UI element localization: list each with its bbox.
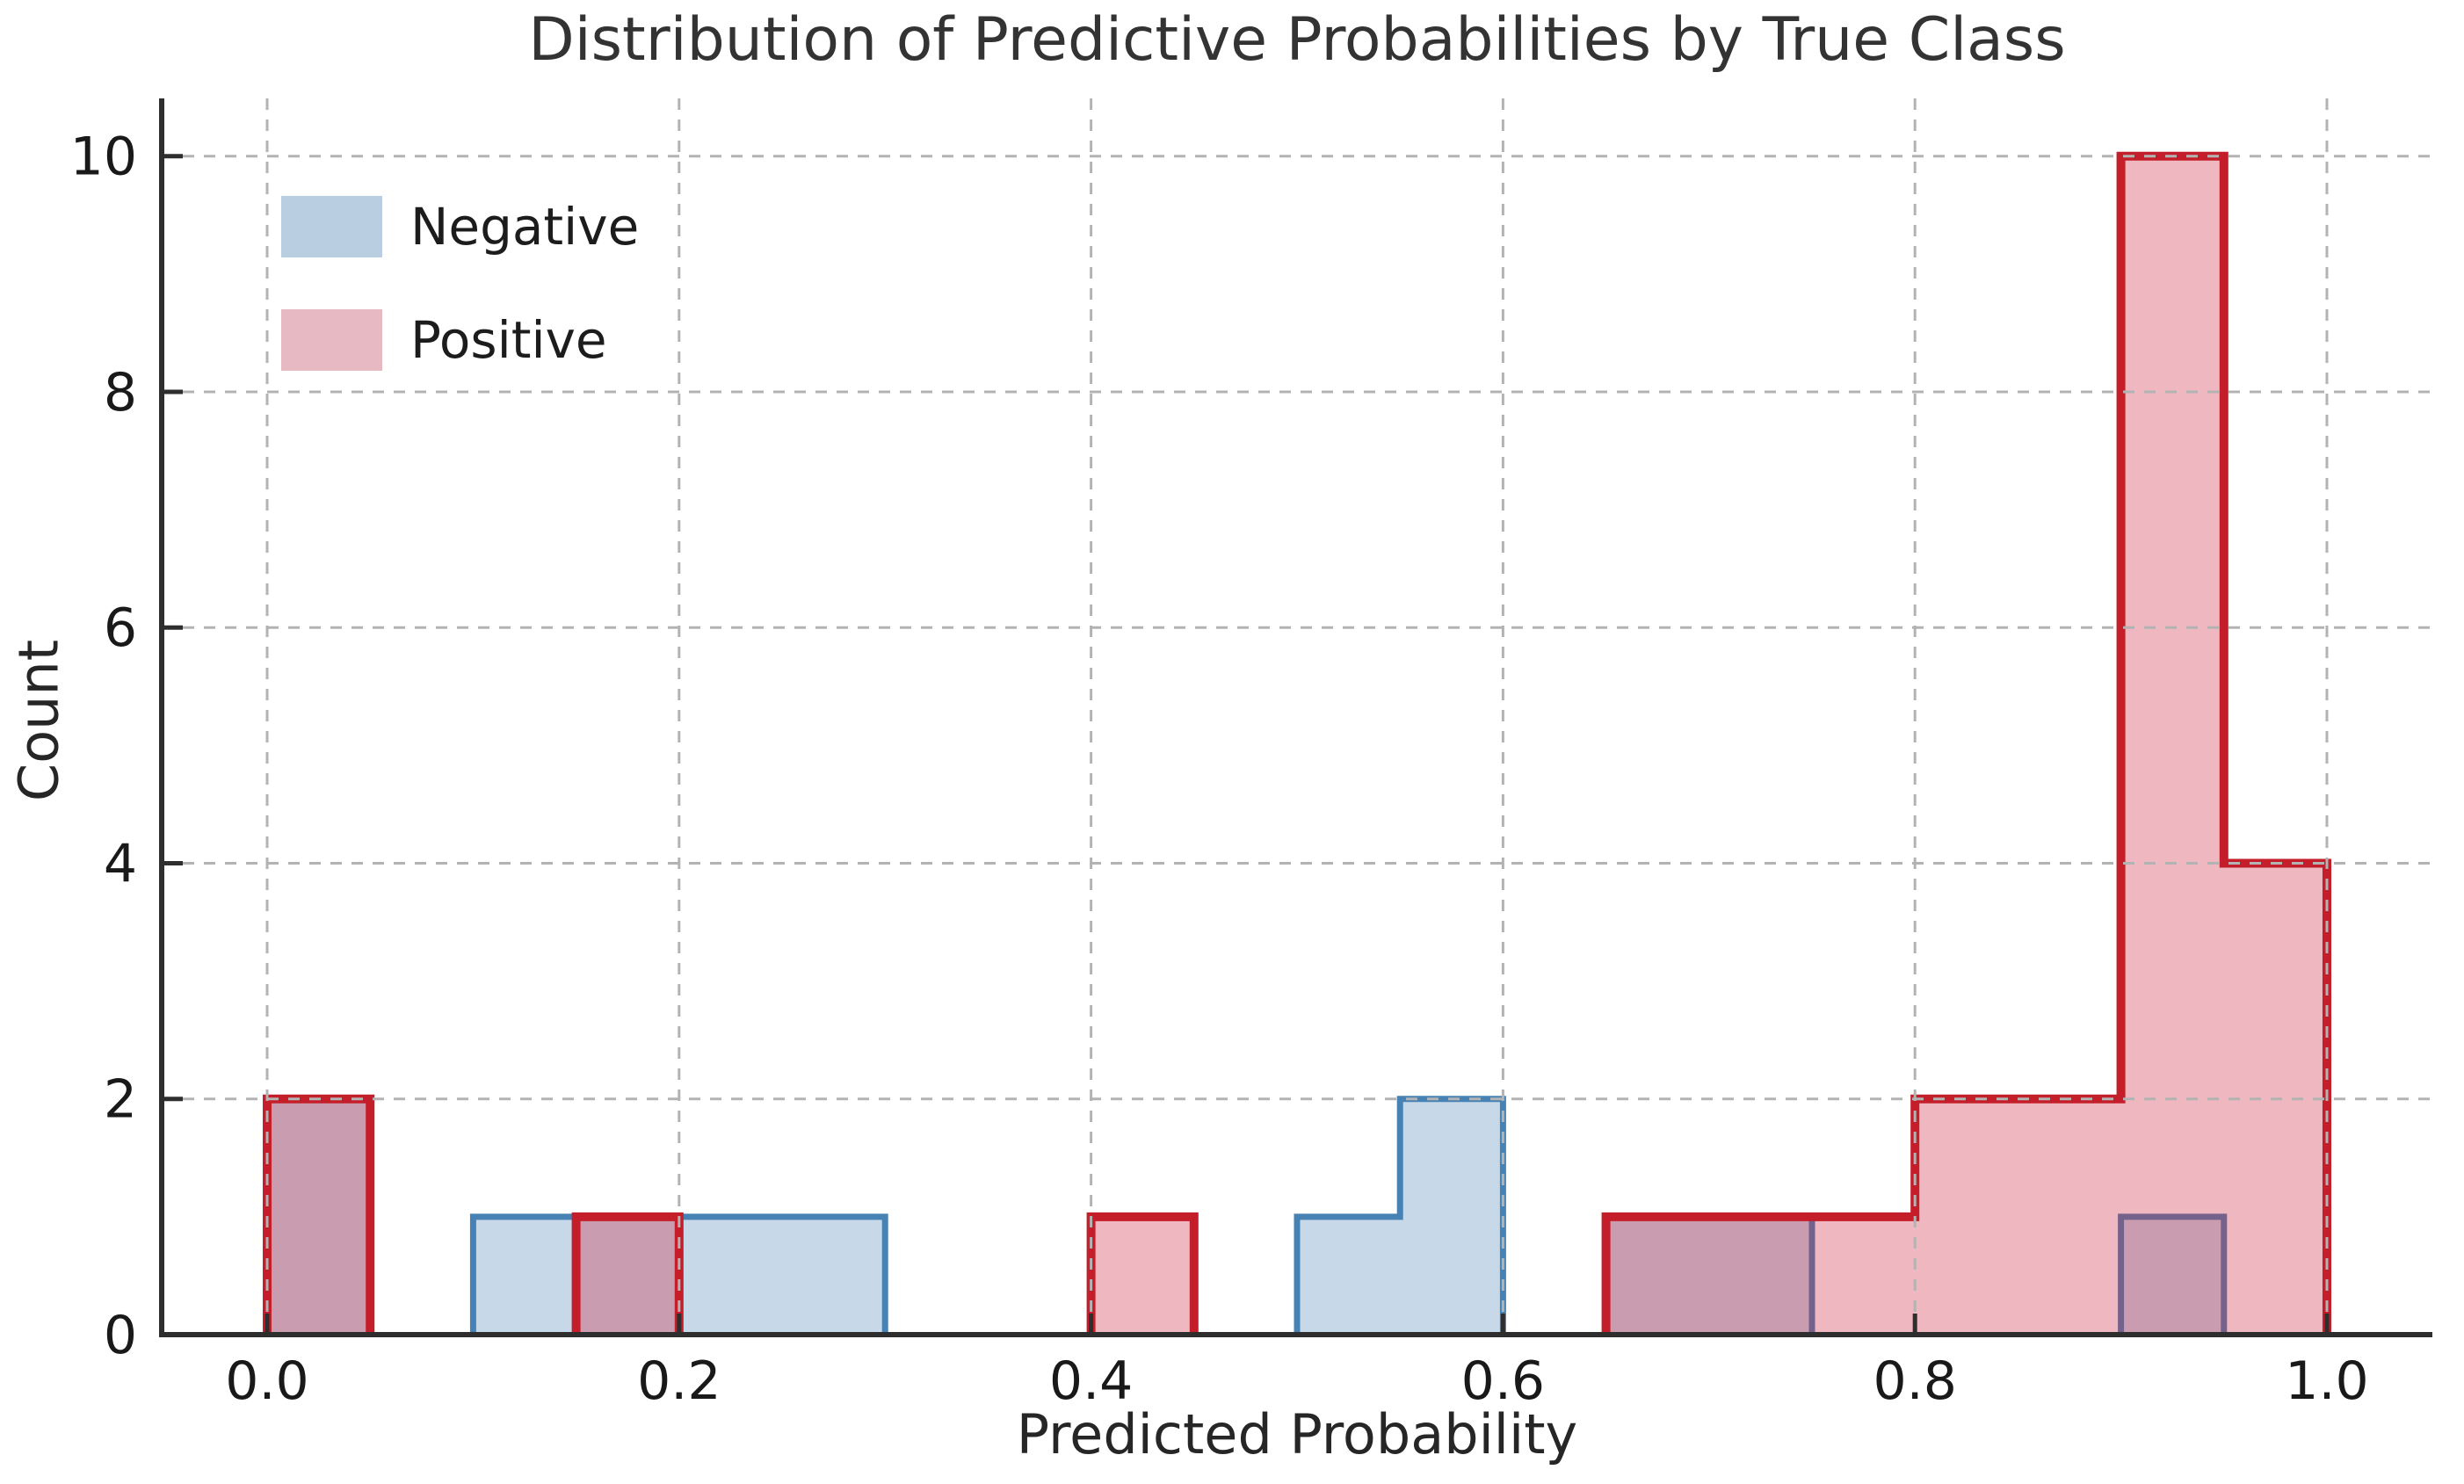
legend-label-positive: Positive (410, 310, 607, 370)
tick-label-x-0.2: 0.2 (637, 1350, 721, 1412)
x-axis-label: Predicted Probability (1016, 1402, 1578, 1466)
tick-label-x-1: 1.0 (2285, 1350, 2368, 1412)
legend-label-negative: Negative (410, 197, 640, 257)
y-axis-label: Count (6, 639, 71, 802)
legend: Negative Positive (281, 196, 639, 423)
tick-label-y-2: 2 (104, 1069, 137, 1131)
legend-item-positive: Positive (281, 309, 639, 371)
tick-label-x-0: 0.0 (225, 1350, 308, 1412)
legend-swatch-positive (281, 309, 382, 371)
tick-label-y-10: 10 (70, 127, 137, 188)
tick-label-x-0.4: 0.4 (1049, 1350, 1133, 1412)
chart-title: Distribution of Predictive Probabilities… (528, 5, 2066, 75)
tick-label-x-0.8: 0.8 (1873, 1350, 1956, 1412)
tick-label-y-6: 6 (104, 597, 137, 659)
series-fill-negative (267, 1098, 2224, 1335)
tick-label-y-8: 8 (104, 362, 137, 423)
legend-item-negative: Negative (281, 196, 639, 257)
tick-label-y-4: 4 (104, 833, 137, 894)
series-fill-positive (267, 156, 2327, 1335)
tick-label-x-0.6: 0.6 (1461, 1350, 1545, 1412)
legend-swatch-negative (281, 196, 382, 257)
tick-label-y-0: 0 (104, 1305, 137, 1366)
